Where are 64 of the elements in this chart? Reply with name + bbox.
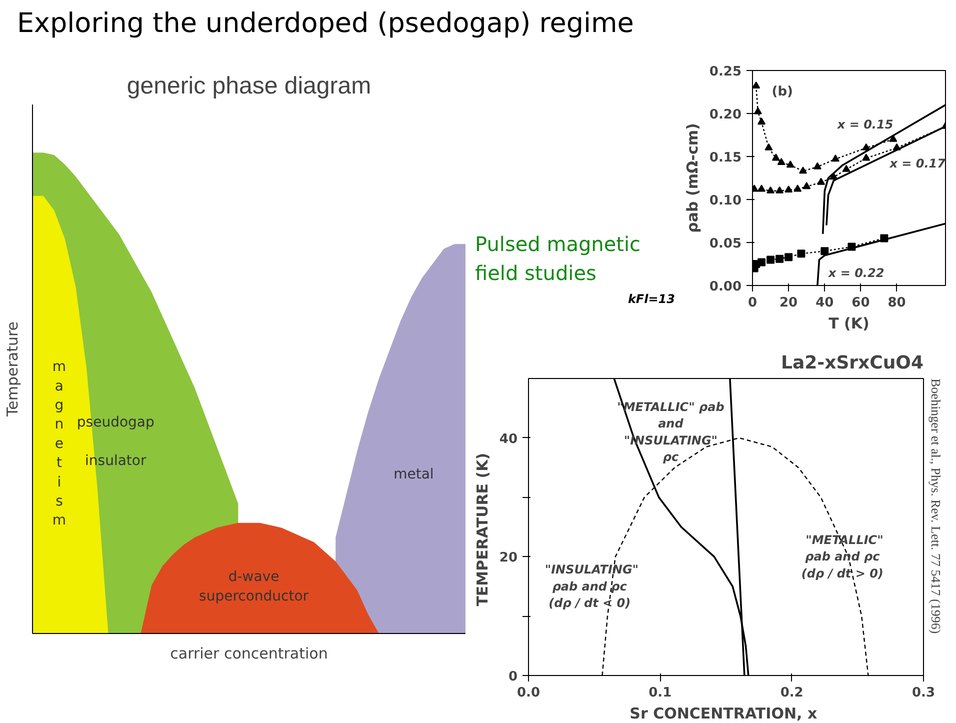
point <box>784 253 793 262</box>
x-tick-label: 40 <box>816 296 834 310</box>
series-label: metal <box>394 466 434 482</box>
y-tick-label: 0.10 <box>709 194 742 208</box>
x-tick-label: 80 <box>888 296 906 310</box>
text: magnetism <box>52 359 66 529</box>
y-axis-title: TEMPERATURE (K) <box>473 452 492 606</box>
point <box>813 162 822 170</box>
point <box>802 182 811 190</box>
point <box>776 186 784 194</box>
x-tick-label: 0.1 <box>648 686 672 700</box>
point <box>764 143 773 150</box>
y-axis-title: Temperature <box>4 321 22 418</box>
y-tick-label: 20 <box>499 550 518 566</box>
annotation: "INSULATING" ρab and ρc (dρ / dt < 0) <box>544 562 639 610</box>
x-axis-title: carrier concentration <box>170 644 328 662</box>
point <box>797 250 806 258</box>
point <box>799 166 808 174</box>
point <box>862 143 870 150</box>
point <box>754 107 762 114</box>
y-tick-label: 0.05 <box>709 236 742 252</box>
point <box>777 158 786 166</box>
point <box>862 154 870 161</box>
series-label: x = 0.22 <box>827 266 884 280</box>
point <box>752 81 760 88</box>
series-label: d-wave superconductor <box>199 569 309 604</box>
point <box>784 186 793 193</box>
x-tick-label: 60 <box>852 296 870 310</box>
x-axis-title: T (K) <box>828 314 870 332</box>
text: Boehinger et al., Phys. Rev. Lett. 77 5417 (1996) <box>928 378 944 634</box>
point <box>758 118 766 125</box>
x-tick-label: 20 <box>780 296 798 310</box>
point <box>776 254 784 263</box>
x-tick-label: 0.3 <box>912 686 936 700</box>
y-tick-label: 0.00 <box>709 280 742 294</box>
y-tick-label: 0.25 <box>709 64 742 80</box>
point <box>758 184 766 192</box>
point <box>758 258 766 266</box>
x-tick-label: 0.2 <box>780 686 804 700</box>
annotation: "METALLIC" ρab and ρc (dρ / dt > 0) <box>801 532 884 580</box>
chart-title: Exploring the underdoped (psedogap) regime <box>17 7 634 41</box>
y-tick-label: 0 <box>508 670 518 684</box>
point <box>766 186 775 194</box>
y-tick-label: 0.20 <box>709 108 742 122</box>
text: kFl=13 <box>626 291 675 308</box>
text: Pulsed magnetic field studies <box>475 231 642 287</box>
point <box>766 256 775 264</box>
annotation: (b) <box>772 84 794 100</box>
y-tick-label: 0.15 <box>709 150 742 166</box>
y-tick-label: 40 <box>499 432 518 447</box>
point <box>794 184 802 192</box>
point <box>772 154 780 161</box>
chart-title: La2-xSrxCuO4 <box>780 352 924 374</box>
chart-subtitle: generic phase diagram <box>126 72 372 100</box>
point <box>842 164 850 172</box>
y-axis-title: ρab (mΩ-cm) <box>683 123 702 233</box>
point <box>820 247 829 256</box>
x-axis-title: Sr CONCENTRATION, x <box>630 704 818 722</box>
point <box>831 154 840 162</box>
x-tick-label: 0 <box>748 296 758 310</box>
x-tick-label: 0.0 <box>516 686 540 700</box>
point <box>786 160 794 168</box>
point <box>817 178 826 185</box>
series-label: x = 0.15 <box>836 117 894 132</box>
